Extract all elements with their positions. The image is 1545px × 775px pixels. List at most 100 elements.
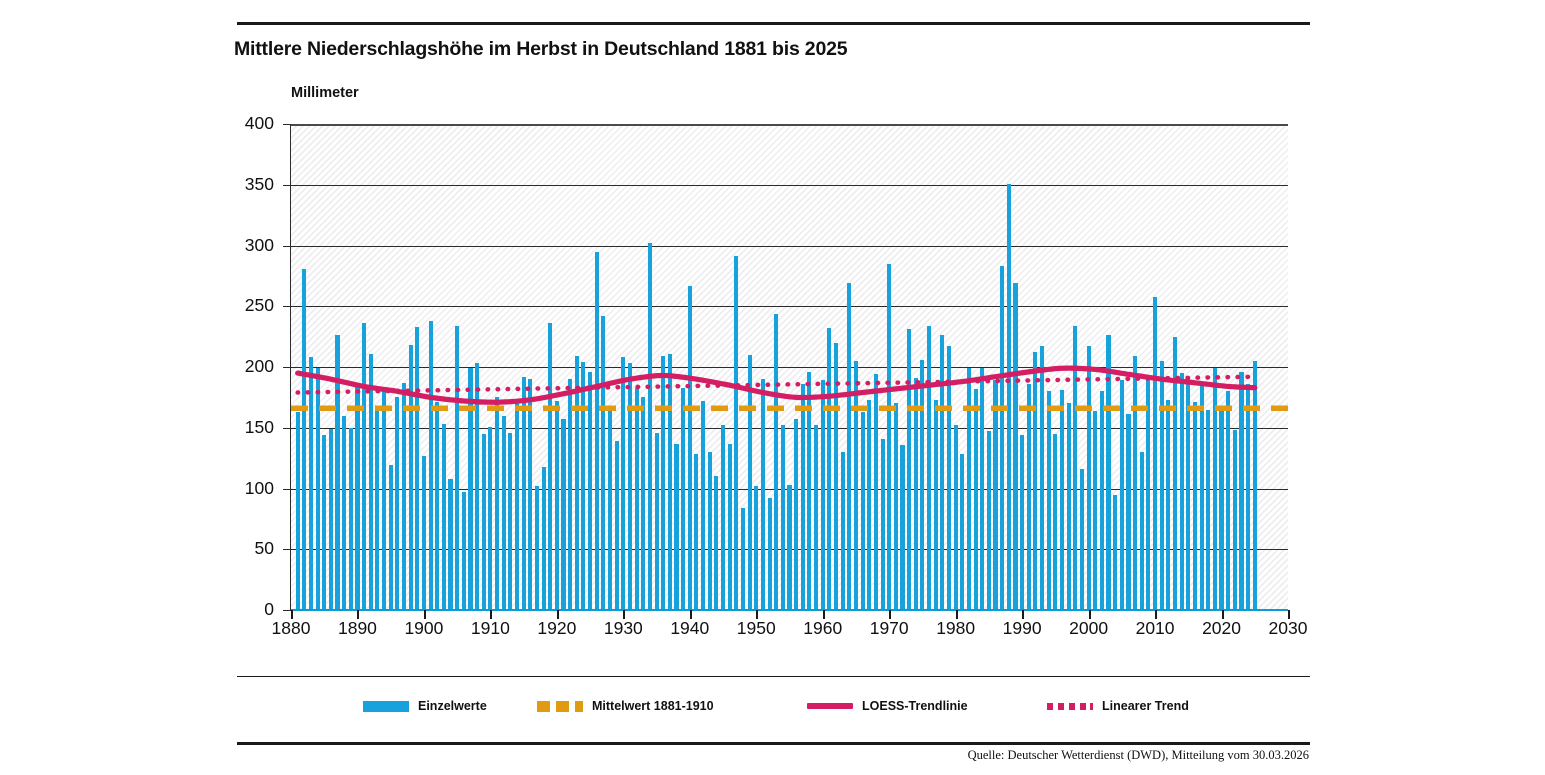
bar — [375, 410, 380, 610]
bar — [634, 387, 639, 610]
bar — [760, 379, 765, 610]
bar — [913, 377, 918, 610]
y-axis-tick — [283, 610, 291, 611]
bar — [481, 433, 486, 610]
x-axis-tick-label: 2010 — [1135, 618, 1175, 638]
y-axis-tick — [283, 367, 291, 368]
x-axis-tick — [1022, 610, 1025, 619]
bar — [1212, 368, 1217, 610]
bar — [800, 384, 805, 610]
legend-item-linear[interactable]: Linearer Trend — [1047, 694, 1189, 718]
x-axis-tick-label: 1880 — [271, 618, 311, 638]
plot-area — [291, 124, 1288, 610]
bar — [395, 397, 400, 610]
bar — [448, 478, 453, 610]
bar — [521, 376, 526, 610]
bar — [1172, 336, 1178, 610]
bar — [694, 454, 699, 610]
legend-item-loess[interactable]: LOESS-Trendlinie — [807, 694, 968, 718]
bar — [541, 466, 546, 610]
source-note: Quelle: Deutscher Wetterdienst (DWD), Mi… — [967, 748, 1309, 762]
bar — [747, 354, 752, 610]
bar — [328, 428, 333, 610]
bar — [455, 325, 460, 610]
bar — [873, 374, 878, 610]
bar — [1073, 325, 1078, 610]
bar — [1206, 409, 1211, 610]
y-axis-labels: 0 50 100 150 200 250 300 350 400 — [228, 0, 274, 775]
bar — [714, 476, 719, 610]
bar — [927, 325, 932, 610]
bar — [1013, 283, 1018, 610]
bar — [355, 384, 360, 610]
bar — [1252, 360, 1257, 610]
x-axis-tick — [889, 610, 892, 619]
bar — [953, 425, 958, 610]
bar — [1126, 414, 1131, 610]
legend-label: LOESS-Trendlinie — [862, 699, 968, 713]
bar — [641, 397, 646, 610]
gridline — [291, 306, 1288, 308]
bar — [973, 388, 978, 610]
bar — [528, 379, 533, 610]
x-axis-tick — [1155, 610, 1158, 619]
legend-swatch-mittelwert-icon — [537, 700, 583, 712]
x-axis-tick — [689, 610, 692, 619]
bar — [860, 411, 865, 610]
y-axis-tick-label: 200 — [244, 356, 274, 376]
bar — [607, 409, 613, 610]
bar — [1166, 399, 1171, 610]
y-axis-tick — [283, 124, 291, 125]
y-axis-tick-label: 400 — [244, 113, 274, 133]
bar — [1219, 405, 1224, 610]
bar — [1066, 403, 1071, 610]
bar — [720, 425, 726, 610]
x-axis-tick-label: 1930 — [603, 618, 643, 638]
y-axis-tick — [283, 549, 291, 551]
x-axis-tick — [556, 610, 559, 619]
bar — [441, 424, 446, 610]
bar — [1159, 360, 1164, 610]
y-axis-tick-label: 50 — [254, 538, 274, 559]
bar — [1000, 266, 1005, 610]
bar — [907, 329, 912, 610]
bar — [933, 399, 938, 610]
y-axis-tick-label: 0 — [264, 599, 274, 619]
gridline — [291, 245, 1288, 247]
bar — [501, 415, 506, 610]
x-axis-tick — [1288, 610, 1290, 619]
bar — [554, 401, 559, 610]
legend-item-einzelwerte[interactable]: Einzelwerte — [363, 694, 487, 718]
x-axis-tick — [357, 610, 360, 619]
chart-legend: Einzelwerte Mittelwert 1881-1910 LOESS-Tre… — [237, 694, 1310, 718]
y-axis-unit-label: Millimeter — [291, 85, 359, 101]
bar — [574, 356, 579, 610]
x-axis-tick-label: 1970 — [869, 618, 909, 638]
bar — [1099, 391, 1104, 610]
bar — [308, 357, 313, 610]
x-axis-tick — [955, 610, 958, 619]
bar — [880, 438, 885, 610]
y-axis-tick — [283, 306, 291, 308]
x-axis-tick-label: 1900 — [404, 618, 444, 638]
bar — [1146, 376, 1151, 610]
bar — [661, 356, 666, 610]
bar — [428, 320, 433, 610]
bar — [1020, 435, 1025, 610]
bar — [548, 323, 553, 610]
bar — [295, 411, 300, 610]
legend-item-mittelwert[interactable]: Mittelwert 1881-1910 — [537, 694, 714, 718]
bar — [993, 380, 998, 610]
bar — [348, 427, 353, 610]
bar — [461, 492, 466, 610]
y-axis-tick-label: 250 — [244, 295, 274, 316]
x-axis-tick-label: 1940 — [670, 618, 710, 638]
bar — [687, 285, 692, 610]
page-title: Mittlere Niederschlagshöhe im Herbst in … — [234, 38, 848, 60]
y-axis-tick-label: 350 — [244, 173, 274, 194]
x-axis-tick-label: 1960 — [803, 618, 843, 638]
bar — [740, 507, 746, 610]
legend-swatch-einzelwerte-icon — [363, 700, 409, 712]
y-axis-line — [290, 124, 291, 611]
